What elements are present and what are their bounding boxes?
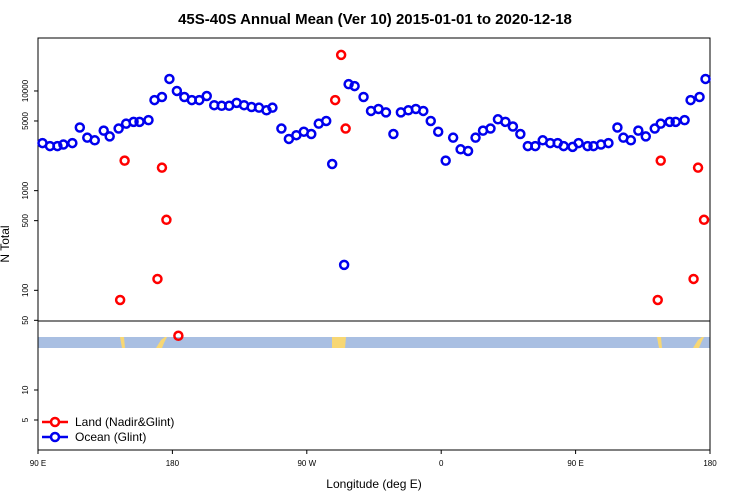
point <box>462 145 474 157</box>
point <box>343 78 354 90</box>
point <box>515 128 526 140</box>
point <box>625 135 637 146</box>
point <box>143 114 154 126</box>
point <box>52 140 63 152</box>
point <box>558 140 569 152</box>
x-tick-label: 90 E <box>30 459 46 468</box>
x-tick-label: 90 W <box>297 459 316 468</box>
point <box>267 102 278 113</box>
point <box>349 80 360 92</box>
point <box>335 49 347 61</box>
point <box>692 162 704 173</box>
point <box>655 155 666 166</box>
point <box>74 122 86 133</box>
point <box>688 273 699 285</box>
y-tick-label: 5000 <box>21 112 30 130</box>
point <box>694 91 705 103</box>
point <box>164 73 175 85</box>
x-tick-label: 0 <box>439 459 444 468</box>
point <box>201 90 212 102</box>
point <box>173 330 184 342</box>
y-axis-label: N Total <box>0 225 12 262</box>
point <box>679 114 690 126</box>
x-axis-label: Longitude (deg E) <box>326 477 421 491</box>
point <box>128 116 139 128</box>
point <box>700 73 711 85</box>
y-tick-label: 100 <box>21 283 30 297</box>
point <box>67 137 78 149</box>
point <box>358 91 369 103</box>
point <box>685 94 696 106</box>
point <box>329 94 341 106</box>
point <box>134 116 145 128</box>
point <box>640 131 652 142</box>
y-tick-label: 50 <box>21 315 30 324</box>
chart-title: 45S-40S Annual Mean (Ver 10) 2015-01-01 … <box>178 11 572 28</box>
point <box>582 140 593 152</box>
legend-label: Ocean (Glint) <box>75 430 146 444</box>
point <box>698 214 710 226</box>
point <box>119 155 130 166</box>
point <box>612 122 623 133</box>
point <box>114 294 126 306</box>
ocean-strip <box>38 337 710 348</box>
point <box>447 132 459 143</box>
point <box>530 140 541 152</box>
point <box>276 123 287 134</box>
point <box>633 125 644 136</box>
point <box>470 132 481 143</box>
point <box>652 294 663 306</box>
point <box>326 158 338 170</box>
point <box>89 135 100 146</box>
y-tick-label: 1000 <box>21 181 30 199</box>
legend-label: Land (Nadir&Glint) <box>75 415 174 429</box>
legend-marker <box>49 431 61 443</box>
point <box>156 91 168 103</box>
point <box>432 126 444 137</box>
point <box>573 137 584 149</box>
point <box>603 137 614 149</box>
point <box>500 116 511 128</box>
point <box>664 116 675 128</box>
point <box>161 214 172 226</box>
point <box>380 107 392 118</box>
plot-frame <box>37 37 711 451</box>
point <box>655 118 666 129</box>
y-tick-label: 5 <box>21 417 30 422</box>
point <box>171 85 183 97</box>
point <box>440 155 451 166</box>
x-tick-label: 90 E <box>567 459 583 468</box>
point <box>98 125 109 136</box>
point <box>152 273 163 285</box>
point <box>485 123 496 134</box>
x-tick-label: 180 <box>703 459 717 468</box>
point <box>418 105 429 117</box>
point <box>58 139 69 150</box>
point <box>338 259 350 271</box>
y-tick-label: 10000 <box>21 79 30 102</box>
x-tick-label: 180 <box>166 459 180 468</box>
point <box>340 123 351 134</box>
y-tick-label: 500 <box>21 213 30 227</box>
point <box>306 128 317 140</box>
point <box>425 115 436 127</box>
point <box>113 123 124 134</box>
point <box>104 131 115 142</box>
y-tick-label: 10 <box>21 385 30 394</box>
map-strip <box>38 337 710 348</box>
point <box>507 121 519 132</box>
point <box>670 116 681 128</box>
point <box>156 162 168 173</box>
point <box>194 94 205 106</box>
legend-marker <box>49 416 61 428</box>
point <box>320 115 332 127</box>
point <box>388 128 399 140</box>
point <box>649 123 660 134</box>
